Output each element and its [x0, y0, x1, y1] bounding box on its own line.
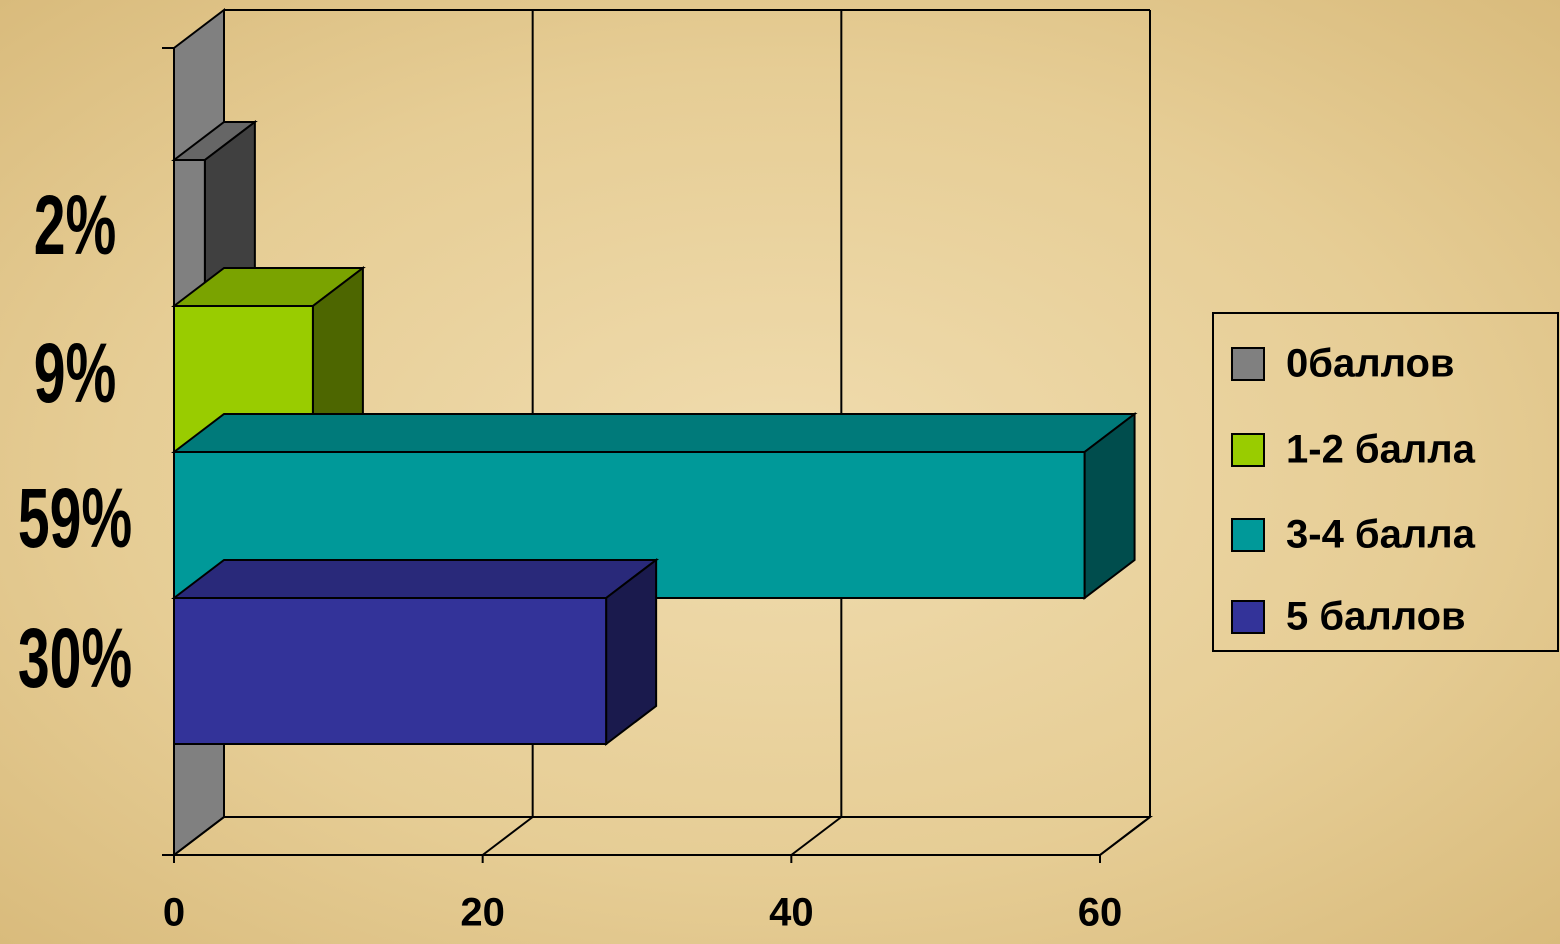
floor-grid-line: [790, 816, 842, 856]
x-tick-label: 0: [163, 891, 185, 935]
legend-swatch: [1231, 600, 1265, 634]
legend-label: 1-2 балла: [1286, 428, 1476, 472]
x-tick-label: 20: [460, 891, 505, 935]
bar-top: [171, 559, 660, 599]
annotation: 2%: [34, 179, 117, 273]
x-tick-label: 40: [769, 891, 814, 935]
legend-label: 5 баллов: [1286, 595, 1466, 639]
legend-swatch: [1231, 518, 1265, 552]
annotation: 9%: [34, 327, 117, 421]
bar: [173, 159, 206, 307]
x-tick-label: 60: [1078, 891, 1123, 935]
annotation: 30%: [18, 612, 132, 706]
floor-edge: [224, 816, 1153, 856]
legend-swatch: [1231, 347, 1265, 381]
annotation: 59%: [18, 472, 132, 566]
legend-label: 3-4 балла: [1286, 513, 1476, 557]
bar: [173, 597, 608, 745]
bar-top: [171, 413, 1138, 453]
floor-grid-line: [482, 816, 534, 856]
legend-label: 0баллов: [1286, 342, 1455, 386]
legend-swatch: [1231, 433, 1265, 467]
floor-grid-line: [173, 816, 225, 856]
floor-grid-line: [1099, 816, 1151, 856]
legend-box: [1212, 312, 1559, 652]
